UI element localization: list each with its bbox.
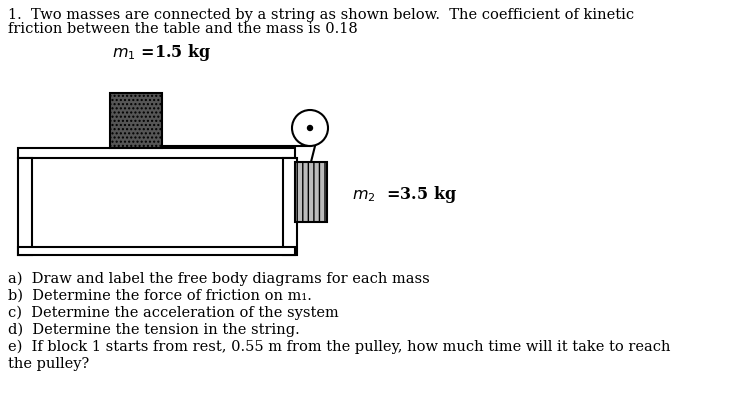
Text: a)  Draw and label the free body diagrams for each mass: a) Draw and label the free body diagrams… (8, 272, 430, 287)
Text: 1.  Two masses are connected by a string as shown below.  The coefficient of kin: 1. Two masses are connected by a string … (8, 8, 634, 22)
Bar (283, 158, 297, 255)
Bar (110, 93, 162, 148)
Bar (18, 148, 295, 158)
Text: the pulley?: the pulley? (8, 357, 89, 371)
Bar (18, 158, 32, 255)
Text: b)  Determine the force of friction on m₁.: b) Determine the force of friction on m₁… (8, 289, 312, 303)
Circle shape (292, 110, 328, 146)
Text: c)  Determine the acceleration of the system: c) Determine the acceleration of the sys… (8, 306, 338, 320)
Circle shape (308, 125, 312, 131)
Text: $m_2$  =3.5 kg: $m_2$ =3.5 kg (352, 184, 457, 205)
Bar (18, 247, 295, 255)
Bar (295, 162, 327, 222)
Text: e)  If block 1 starts from rest, 0.55 m from the pulley, how much time will it t: e) If block 1 starts from rest, 0.55 m f… (8, 340, 671, 354)
Text: d)  Determine the tension in the string.: d) Determine the tension in the string. (8, 323, 300, 338)
Text: $m_1$ =1.5 kg: $m_1$ =1.5 kg (112, 42, 211, 63)
Text: friction between the table and the mass is 0.18: friction between the table and the mass … (8, 22, 358, 36)
